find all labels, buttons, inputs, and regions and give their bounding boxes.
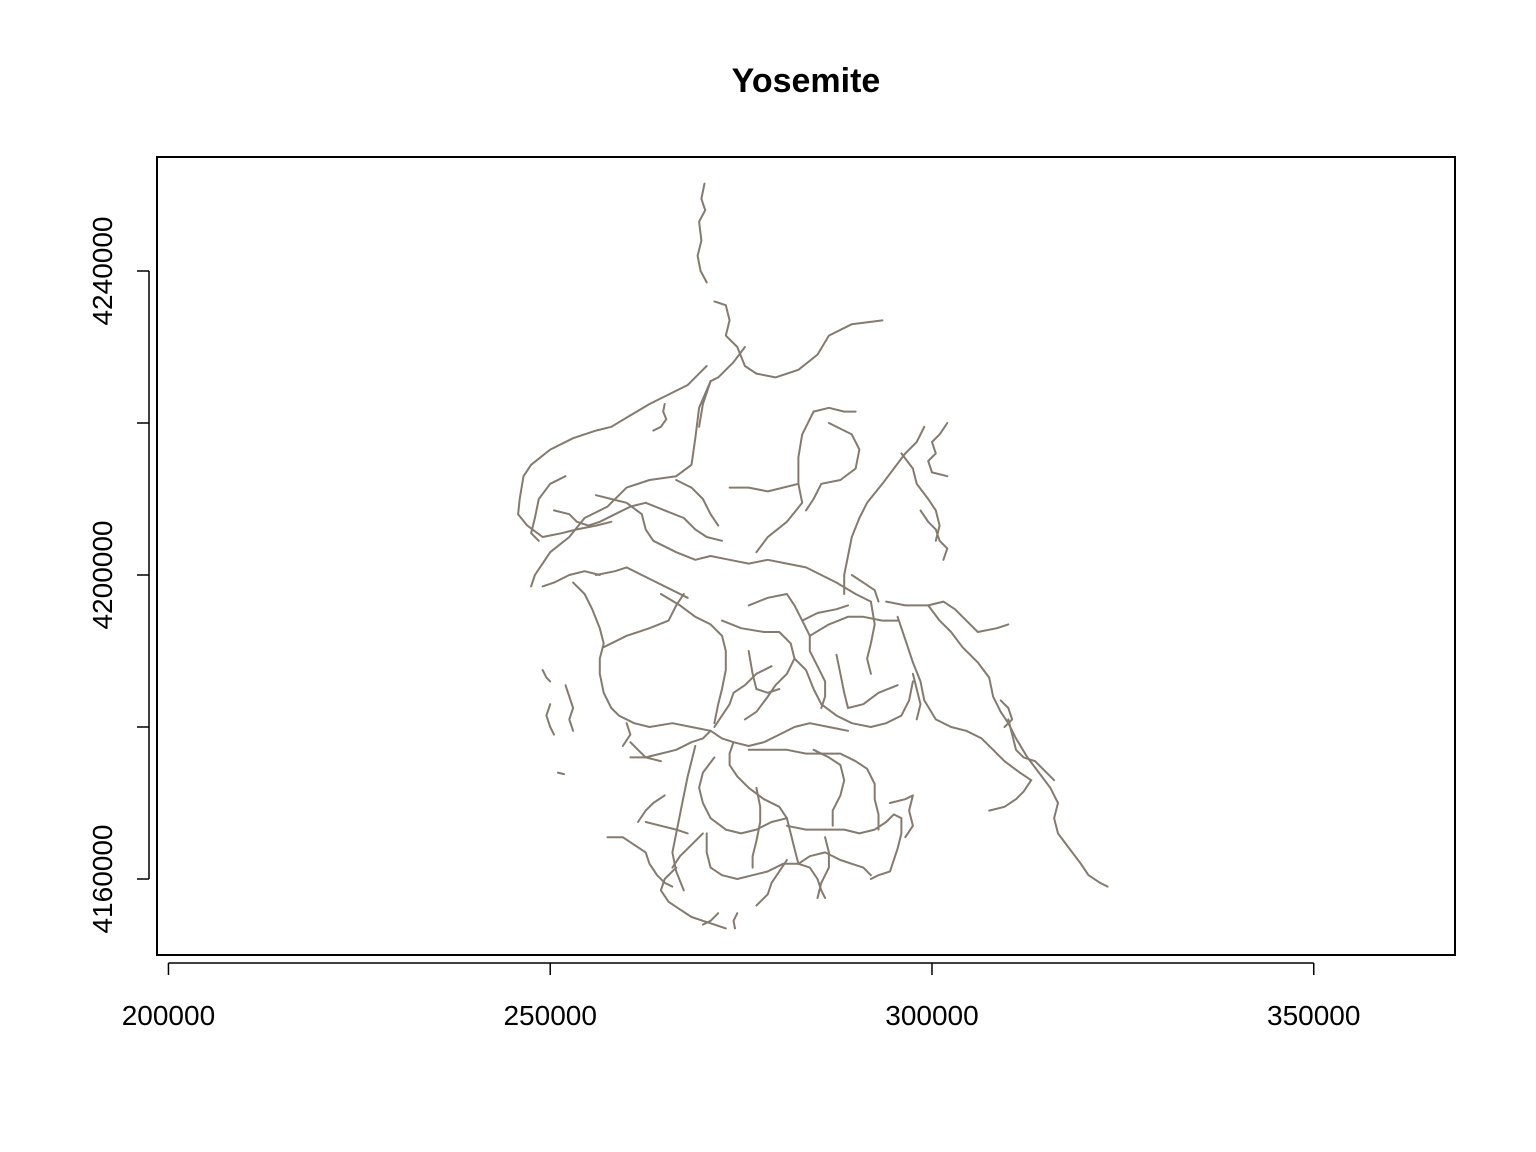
trail-line (696, 182, 708, 284)
trail-line (812, 748, 846, 827)
trail-line (701, 912, 720, 926)
trail-line (751, 786, 762, 869)
trail-line (659, 866, 727, 930)
trail-line (644, 821, 689, 835)
y-tick-label: 4240000 (87, 216, 118, 325)
trail-line (812, 406, 857, 413)
trail-line (629, 741, 662, 763)
trail-line (698, 756, 788, 835)
trail-line (866, 600, 876, 675)
trail-line (602, 593, 685, 649)
trail-line (1007, 718, 1056, 782)
trail-line (606, 836, 674, 888)
trail-line (999, 699, 1014, 728)
trail-line (721, 619, 796, 721)
trail-line (675, 479, 720, 527)
trail-line (801, 604, 849, 622)
trail-line (644, 501, 723, 542)
trail-line (659, 593, 727, 725)
trail-line (545, 703, 555, 736)
trail-line (541, 669, 552, 683)
trail-line (785, 813, 903, 880)
trail-line (927, 422, 949, 478)
trail-line (808, 615, 899, 637)
trail-line (755, 319, 884, 379)
trail-line (728, 482, 800, 493)
trail-line (541, 570, 601, 588)
trail-line (896, 615, 1033, 782)
trail-line (889, 794, 914, 839)
trail-line (835, 653, 899, 709)
trail-line (919, 509, 949, 561)
trail-line (728, 741, 800, 865)
trail-line (988, 779, 1033, 812)
trail-line (709, 346, 746, 383)
trail-line (671, 832, 704, 869)
x-axis: 200000 250000 300000 350000 (122, 962, 1360, 1031)
x-tick-label: 350000 (1267, 1000, 1360, 1031)
trail-line (843, 425, 926, 595)
trail-line (637, 794, 666, 823)
trail-line (755, 859, 788, 907)
trail-line (793, 657, 914, 728)
trail-line (595, 566, 689, 599)
y-axis: 4160000 4200000 4240000 (87, 216, 150, 934)
trail-line (805, 422, 861, 512)
trail-line (553, 501, 647, 527)
trail-line (732, 912, 739, 930)
trail-line (572, 581, 712, 732)
trail-line (797, 410, 815, 485)
trail-line (885, 600, 1010, 633)
y-tick-label: 4200000 (87, 520, 118, 629)
trail-line (850, 574, 880, 603)
trail-line (755, 482, 804, 554)
trail-line (797, 851, 872, 877)
trail-line (564, 684, 575, 732)
trail-line (530, 475, 567, 542)
trail-line (747, 748, 880, 831)
y-tick-label: 4160000 (87, 824, 118, 933)
trail-line (816, 836, 830, 899)
trail-line (900, 452, 941, 542)
trail-line (652, 403, 668, 432)
trail-line (747, 650, 781, 694)
x-tick-label: 200000 (122, 1000, 215, 1031)
x-tick-label: 250000 (503, 1000, 596, 1031)
trail-line (709, 722, 849, 747)
trails-layer (517, 182, 1109, 930)
trail-line (927, 604, 1109, 888)
trail-line (911, 672, 922, 721)
trail-line (713, 665, 773, 728)
plot-frame (156, 156, 1456, 956)
trail-line (556, 771, 565, 776)
trail-line (517, 365, 708, 538)
trail-line (705, 832, 827, 899)
trail-line (595, 494, 872, 603)
chart-title: Yosemite (732, 62, 881, 100)
x-tick-label: 300000 (885, 1000, 978, 1031)
trail-line (530, 380, 712, 588)
trail-line (621, 722, 632, 747)
trail-line (698, 380, 712, 428)
trail-line (713, 300, 758, 375)
